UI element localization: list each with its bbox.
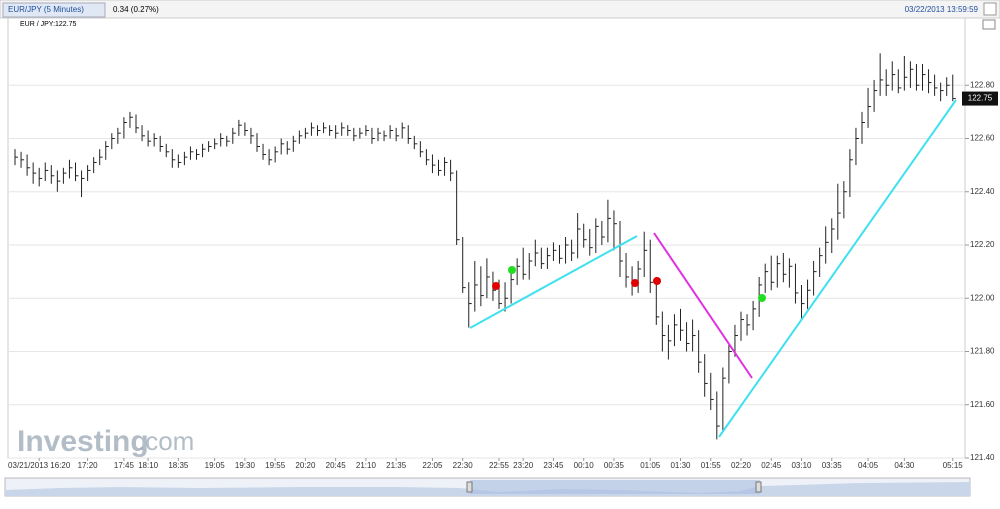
x-tick-label: 22:55: [489, 461, 510, 470]
y-tick-label: 122.20: [970, 240, 995, 249]
navigator-handle[interactable]: [755, 481, 762, 493]
sell-signal: [653, 277, 661, 285]
x-tick-label: 21:35: [386, 461, 407, 470]
brand-name: Investing: [17, 425, 149, 458]
x-tick-label: 03/21/2013 16:20: [8, 461, 71, 470]
change: 0.34 (0.27%): [113, 5, 159, 14]
x-tick-label: 04:05: [858, 461, 879, 470]
x-tick-label: 03:10: [791, 461, 812, 470]
x-tick-label: 19:30: [235, 461, 256, 470]
x-tick-label: 01:30: [670, 461, 691, 470]
x-tick-label: 00:35: [604, 461, 625, 470]
x-tick-label: 22:30: [453, 461, 474, 470]
x-tick-label: 18:10: [138, 461, 159, 470]
x-tick-label: 00:10: [574, 461, 595, 470]
navigator-window[interactable]: [470, 480, 760, 494]
y-tick-label: 122.40: [970, 187, 995, 196]
x-tick-label: 23:20: [513, 461, 534, 470]
x-tick-label: 18:35: [168, 461, 189, 470]
navigator-handle[interactable]: [466, 481, 473, 493]
last-price-box: [962, 91, 998, 106]
legend-label: EUR / JPY:122.75: [20, 21, 77, 28]
tab-label[interactable]: EUR/JPY (5 Minutes): [8, 5, 84, 14]
x-tick-label: 21:10: [356, 461, 377, 470]
y-tick-label: 121.40: [970, 453, 995, 462]
tab[interactable]: [2, 2, 106, 18]
x-tick-label: 20:45: [326, 461, 347, 470]
trend-line: [469, 235, 638, 329]
last-price-label: 122.75: [968, 94, 993, 103]
sell-signal: [492, 282, 500, 290]
sell-signal: [631, 279, 639, 287]
timestamp: 03/22/2013 13:59:59: [905, 5, 979, 14]
x-tick-label: 20:20: [295, 461, 316, 470]
x-tick-label: 02:45: [761, 461, 782, 470]
trend-line: [718, 99, 957, 438]
x-tick-label: 02:20: [731, 461, 752, 470]
brand-suffix: .com: [138, 426, 194, 456]
y-tick-label: 122.00: [970, 293, 995, 302]
y-tick-label: 121.80: [970, 347, 995, 356]
trend-line: [653, 232, 753, 379]
x-tick-label: 17:45: [114, 461, 135, 470]
x-tick-label: 19:55: [265, 461, 286, 470]
x-tick-label: 19:05: [205, 461, 226, 470]
settings-button[interactable]: [983, 2, 997, 16]
y-tick-label: 122.60: [970, 134, 995, 143]
minimize-button[interactable]: [982, 19, 996, 30]
y-tick-label: 122.80: [970, 80, 995, 89]
x-tick-label: 22:05: [422, 461, 443, 470]
x-tick-label: 01:05: [640, 461, 661, 470]
buy-signal: [758, 294, 766, 302]
buy-signal: [508, 266, 516, 274]
x-tick-label: 04:30: [894, 461, 915, 470]
y-tick-label: 121.60: [970, 400, 995, 409]
x-tick-label: 05:15: [943, 461, 964, 470]
x-tick-label: 23:45: [543, 461, 564, 470]
x-tick-label: 01:55: [701, 461, 722, 470]
x-tick-label: 03:35: [822, 461, 843, 470]
x-tick-label: 17:20: [78, 461, 99, 470]
